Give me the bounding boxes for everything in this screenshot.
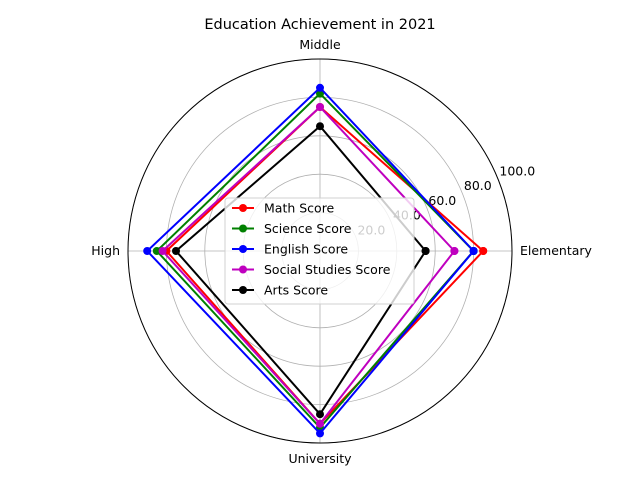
series-2 (143, 83, 478, 438)
data-point (316, 122, 324, 131)
data-point (316, 83, 324, 92)
category-label-university: University (288, 451, 352, 466)
data-point (479, 247, 488, 255)
legend-entry: Social Studies Score (232, 262, 391, 277)
radial-tick-label: 60.0 (428, 193, 456, 208)
data-point (158, 247, 167, 255)
data-point (469, 247, 478, 255)
chart-title: Education Achievement in 2021 (204, 17, 435, 33)
data-point (143, 247, 152, 255)
category-labels: Elementary Middle High University (91, 37, 592, 466)
category-label-high: High (91, 243, 120, 258)
series-4 (172, 122, 430, 419)
category-label-middle: Middle (299, 37, 341, 52)
legend-label: Math Score (264, 201, 335, 216)
legend-marker (239, 245, 247, 253)
legend-box (224, 197, 415, 305)
legend-marker (239, 265, 247, 274)
data-point (316, 419, 324, 428)
data-series (143, 83, 488, 438)
legend-entry: Arts Score (232, 283, 328, 298)
legend-label: Social Studies Score (264, 262, 391, 277)
legend-marker (239, 204, 247, 212)
legend: Math Score Science Score English Score Soci… (224, 197, 415, 305)
plot-frame (127, 58, 513, 444)
legend-label: Arts Score (264, 283, 328, 298)
data-point (316, 410, 324, 419)
legend-entry: Math Score (232, 201, 335, 216)
data-point (316, 89, 324, 98)
radial-tick-label: 80.0 (464, 178, 492, 193)
legend-entry: Science Score (232, 221, 352, 236)
legend-marker (239, 224, 247, 233)
data-point (172, 247, 180, 255)
legend-label: Science Score (264, 221, 352, 236)
legend-label: English Score (264, 242, 348, 257)
series-3 (158, 103, 459, 428)
legend-entry: English Score (232, 242, 348, 257)
category-label-elementary: Elementary (520, 243, 593, 258)
data-point (450, 247, 459, 255)
legend-marker (239, 286, 247, 294)
data-point (316, 103, 324, 111)
radial-tick-label: 100.0 (499, 164, 535, 179)
data-point (421, 247, 430, 255)
data-point (316, 429, 324, 438)
data-point (152, 247, 161, 255)
